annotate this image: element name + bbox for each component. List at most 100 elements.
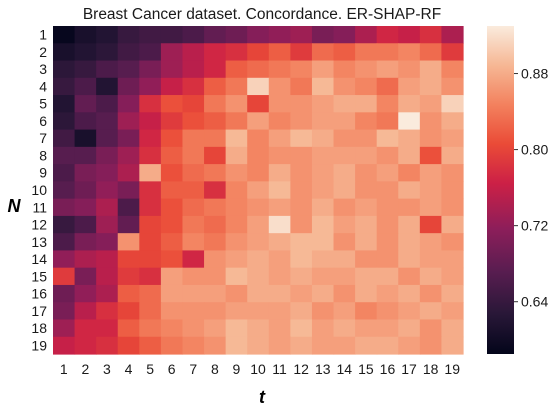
heatmap-cell — [268, 146, 291, 165]
heatmap-cell — [53, 302, 76, 321]
heatmap-cell — [398, 164, 421, 182]
heatmap-cell — [247, 198, 270, 217]
heatmap-cell — [290, 284, 313, 303]
heatmap-cell — [182, 60, 205, 79]
heatmap-cell — [117, 336, 140, 355]
heatmap-cell — [398, 319, 421, 338]
heatmap-cell — [204, 267, 227, 286]
heatmap-cell — [225, 129, 248, 148]
heatmap-cell — [311, 319, 335, 338]
heatmap-cell — [268, 267, 291, 286]
heatmap-cell — [355, 146, 378, 165]
heatmap-cell — [268, 319, 291, 338]
heatmap-cell — [182, 95, 205, 113]
heatmap-cell — [139, 112, 162, 131]
heatmap-cell — [247, 146, 270, 165]
heatmap-cell — [160, 267, 184, 286]
heatmap-cell — [333, 60, 356, 79]
y-tick-label: 10 — [31, 182, 47, 198]
heatmap-cell — [204, 250, 227, 269]
heatmap-cell — [74, 112, 97, 131]
heatmap-cell — [398, 267, 421, 286]
heatmap-cell — [74, 336, 97, 355]
heatmap-cell — [419, 181, 443, 200]
heatmap-cell — [311, 267, 335, 286]
heatmap-cell — [290, 43, 313, 62]
y-axis-label: N — [8, 196, 22, 216]
heatmap-cell — [117, 95, 140, 113]
heatmap-cell — [311, 43, 335, 62]
heatmap-cell — [290, 215, 313, 234]
heatmap-cell — [96, 60, 119, 79]
y-tick-label: 15 — [31, 268, 47, 284]
heatmap-cell — [182, 250, 205, 269]
heatmap-cell — [355, 112, 378, 131]
y-tick-label: 11 — [32, 199, 47, 215]
heatmap-cell — [398, 26, 421, 44]
heatmap-cell — [160, 250, 184, 269]
heatmap-cell — [441, 164, 464, 182]
heatmap-cell — [247, 284, 270, 303]
heatmap-cell — [225, 112, 248, 131]
heatmap-cell — [139, 77, 162, 96]
heatmap-cell — [355, 77, 378, 96]
heatmap-cell — [139, 129, 162, 148]
heatmap-cell — [376, 112, 399, 131]
heatmap-cell — [290, 302, 313, 321]
heatmap-cell — [74, 302, 97, 321]
heatmap-cell — [333, 43, 356, 62]
heatmap-cell — [398, 146, 421, 165]
heatmap-cell — [96, 146, 119, 165]
heatmap-cell — [398, 233, 421, 252]
heatmap-cell — [268, 26, 291, 44]
heatmap-cell — [333, 250, 356, 269]
heatmap-cell — [117, 284, 140, 303]
heatmap-cell — [247, 26, 270, 44]
y-tick-label: 7 — [39, 130, 47, 146]
heatmap-cell — [225, 43, 248, 62]
heatmap-cell — [290, 77, 313, 96]
heatmap-cell — [441, 129, 464, 148]
heatmap-cell — [355, 215, 378, 234]
heatmap-cell — [268, 164, 291, 182]
heatmap-cell — [290, 164, 313, 182]
heatmap-cell — [53, 146, 76, 165]
heatmap-cell — [333, 164, 356, 182]
heatmap-cell — [419, 129, 443, 148]
heatmap-cell — [160, 302, 184, 321]
heatmap-cell — [398, 284, 421, 303]
heatmap-cell — [419, 284, 443, 303]
heatmap-cell — [441, 215, 464, 234]
heatmap-cell — [53, 95, 76, 113]
heatmap-cell — [419, 60, 443, 79]
heatmap-cell — [419, 250, 443, 269]
heatmap-cell — [355, 302, 378, 321]
heatmap-cell — [74, 146, 97, 165]
heatmap-cell — [74, 26, 97, 44]
heatmap-cell — [376, 43, 399, 62]
heatmap-cell — [117, 302, 140, 321]
heatmap-cell — [139, 250, 162, 269]
heatmap-cell — [117, 129, 140, 148]
heatmap-cell — [398, 215, 421, 234]
heatmap-cell — [74, 43, 97, 62]
heatmap-cell — [419, 302, 443, 321]
x-tick-label: 14 — [337, 361, 353, 377]
heatmap-cell — [268, 233, 291, 252]
heatmap-cell — [398, 336, 421, 355]
heatmap-cell — [139, 181, 162, 200]
heatmap-cell — [182, 43, 205, 62]
heatmap-cell — [117, 112, 140, 131]
heatmap-cell — [441, 181, 464, 200]
heatmap-cell — [441, 336, 464, 355]
heatmap-cell — [204, 319, 227, 338]
heatmap-cell — [419, 43, 443, 62]
heatmap-cell — [160, 233, 184, 252]
heatmap-cell — [419, 336, 443, 355]
heatmap-cell — [74, 164, 97, 182]
heatmap-cell — [96, 319, 119, 338]
heatmap-cell — [96, 198, 119, 217]
heatmap-cell — [204, 336, 227, 355]
x-tick-label: 11 — [272, 361, 287, 377]
